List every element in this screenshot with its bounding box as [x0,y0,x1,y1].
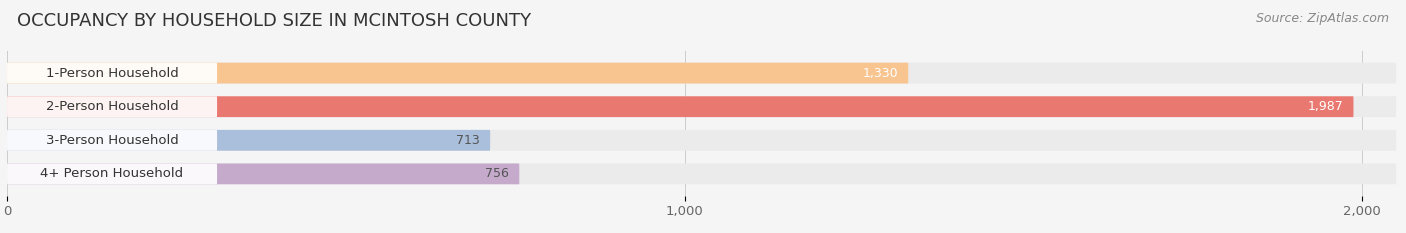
FancyBboxPatch shape [7,164,519,184]
FancyBboxPatch shape [7,164,217,184]
Text: 1,330: 1,330 [862,67,898,80]
FancyBboxPatch shape [7,96,1396,117]
FancyBboxPatch shape [7,164,1396,184]
Text: 3-Person Household: 3-Person Household [45,134,179,147]
Text: Source: ZipAtlas.com: Source: ZipAtlas.com [1256,12,1389,25]
Text: OCCUPANCY BY HOUSEHOLD SIZE IN MCINTOSH COUNTY: OCCUPANCY BY HOUSEHOLD SIZE IN MCINTOSH … [17,12,531,30]
Text: 1-Person Household: 1-Person Household [45,67,179,80]
FancyBboxPatch shape [7,130,217,151]
FancyBboxPatch shape [7,63,908,83]
Text: 713: 713 [457,134,479,147]
Text: 4+ Person Household: 4+ Person Household [41,167,184,180]
Text: 2-Person Household: 2-Person Household [45,100,179,113]
FancyBboxPatch shape [7,96,1354,117]
FancyBboxPatch shape [7,63,217,83]
FancyBboxPatch shape [7,96,217,117]
FancyBboxPatch shape [7,130,1396,151]
Text: 1,987: 1,987 [1308,100,1343,113]
FancyBboxPatch shape [7,130,491,151]
Text: 756: 756 [485,167,509,180]
FancyBboxPatch shape [7,63,1396,83]
